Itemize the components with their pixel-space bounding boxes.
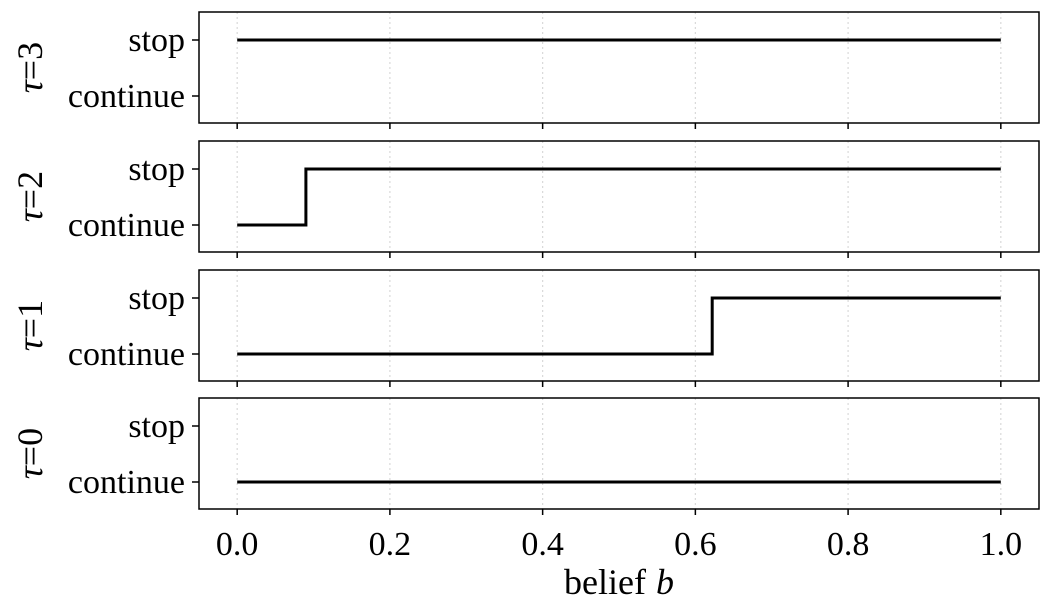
y-tick-label-continue: continue xyxy=(68,78,185,115)
x-tick-label-1: 0.2 xyxy=(369,526,412,563)
y-tick-label-continue: continue xyxy=(68,464,185,501)
chart-panels: continuestopτ=3continuestopτ=2continuest… xyxy=(10,11,1040,515)
y-axis-label-panel-2: τ=1 xyxy=(10,300,50,351)
x-axis-label: belief b xyxy=(564,562,674,600)
y-tick-label-stop: stop xyxy=(128,408,185,445)
panel-frame-0 xyxy=(198,11,1040,124)
series-line-panel-1 xyxy=(237,167,1001,227)
y-tick-label-stop: stop xyxy=(128,22,185,59)
x-axis-label-var: b xyxy=(656,562,674,600)
y-axis-label-panel-0: τ=3 xyxy=(10,42,50,93)
y-axis-label-var: τ xyxy=(10,465,50,479)
panel-frame-2 xyxy=(198,269,1040,382)
y-axis-label-eq: =2 xyxy=(10,171,50,209)
panel-0: continue stop τ=3 xyxy=(10,11,1040,129)
panel-frame-1 xyxy=(198,140,1040,253)
x-tick-label-2: 0.4 xyxy=(521,526,564,563)
x-axis-ticks: 0.0 0.2 0.4 0.6 0.8 1.0 xyxy=(216,526,1022,563)
y-tick-label-continue: continue xyxy=(68,207,185,244)
y-axis-label-eq: =3 xyxy=(10,42,50,80)
x-axis-label-text: belief xyxy=(564,562,646,600)
series-line-panel-2 xyxy=(237,296,1001,356)
y-axis-label-eq: =0 xyxy=(10,428,50,466)
y-tick-label-continue: continue xyxy=(68,336,185,373)
panel-3: continue stop τ=0 xyxy=(10,397,1040,515)
x-tick-label-5: 1.0 xyxy=(980,526,1023,563)
y-axis-label-panel-3: τ=0 xyxy=(10,428,50,479)
panel-2: continue stop τ=1 xyxy=(10,269,1040,387)
y-axis-label-var: τ xyxy=(10,79,50,93)
y-tick-label-stop: stop xyxy=(128,151,185,188)
panel-frame-3 xyxy=(198,397,1040,510)
x-tick-label-0: 0.0 xyxy=(216,526,259,563)
x-tick-label-4: 0.8 xyxy=(827,526,870,563)
y-tick-label-stop: stop xyxy=(128,280,185,317)
y-axis-label-var: τ xyxy=(10,208,50,222)
x-tick-label-3: 0.6 xyxy=(674,526,717,563)
y-axis-label-var: τ xyxy=(10,337,50,351)
panel-1: continue stop τ=2 xyxy=(10,140,1040,258)
y-axis-label-panel-1: τ=2 xyxy=(10,171,50,222)
y-axis-label-eq: =1 xyxy=(10,300,50,338)
